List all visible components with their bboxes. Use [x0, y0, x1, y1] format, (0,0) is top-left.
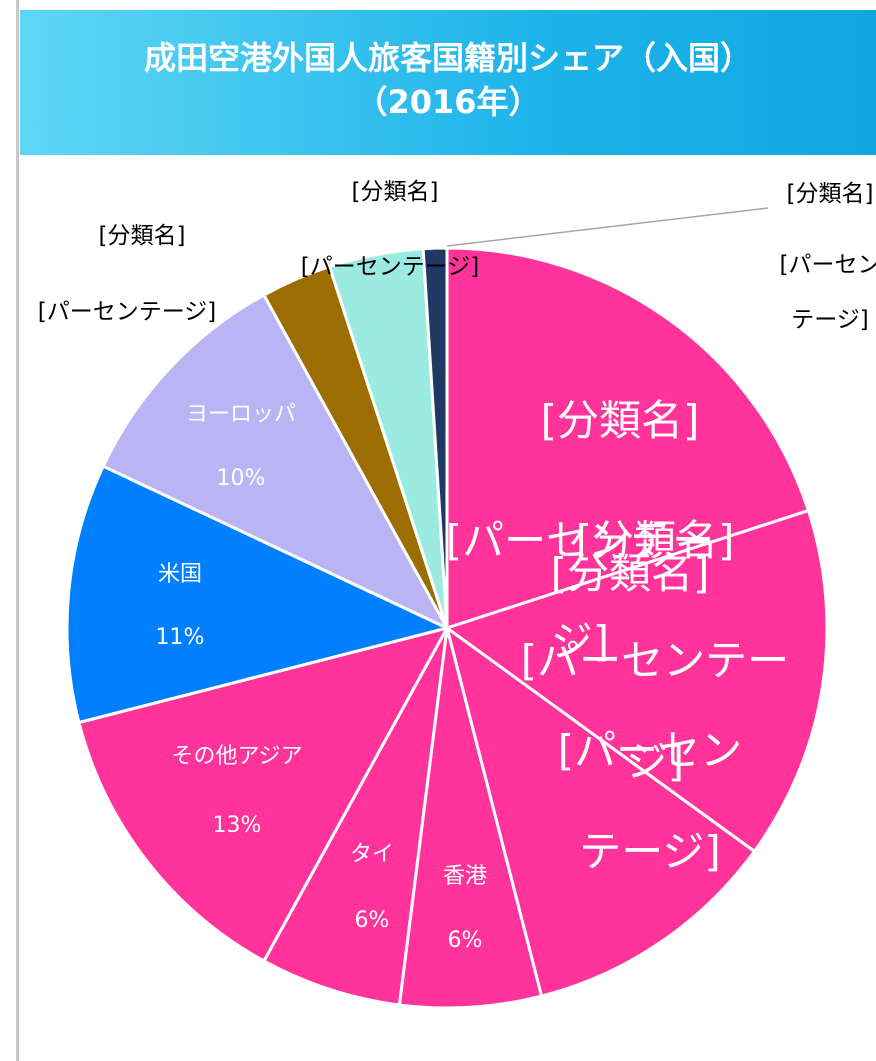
- title-banner: 成田空港外国人旅客国籍別シェア（入国） （2016年）: [20, 10, 876, 155]
- slice-name: [分類名]: [540, 396, 700, 445]
- slice-value-label: 6%: [354, 908, 390, 933]
- pie-slice: [397, 627, 544, 1010]
- chart-title: 成田空港外国人旅客国籍別シェア（入国）: [143, 39, 752, 77]
- slice-name: [分類名]: [575, 516, 735, 565]
- slice-value-label: 10%: [216, 466, 266, 491]
- border: [16, 0, 19, 1061]
- slice-name: 香港: [442, 864, 487, 889]
- slice-value-label: [パーセンテージ]: [557, 726, 743, 876]
- slice-value-label: 11%: [155, 625, 205, 650]
- slice-name: [分類名]: [98, 223, 186, 249]
- pie-slice: [77, 625, 450, 964]
- pie-slice: [261, 627, 449, 1007]
- slice-name: [分類名]: [550, 549, 710, 598]
- slice-name: ヨーロッパ: [185, 402, 296, 427]
- slice-name: [分類名]: [351, 179, 439, 205]
- slice-value-label: 6%: [447, 928, 483, 953]
- slice-value-label: [パーセンテージ]: [445, 516, 715, 666]
- slice-value-label: [パーセンテージ]: [37, 299, 217, 325]
- pie-slice: [444, 624, 757, 998]
- pie-slice: [101, 292, 451, 632]
- pie-slice: [445, 246, 811, 631]
- pie-slice: [421, 246, 449, 629]
- slice-name: [分類名]: [786, 181, 874, 207]
- slice-name: 米国: [157, 562, 202, 587]
- slice-value-label: [パーセンテージ]: [520, 636, 790, 786]
- slice-value-label: [パーセンテージ]: [779, 252, 876, 334]
- chart-title: （2016年）: [355, 83, 541, 121]
- slice-value-label: [パーセンテージ]: [300, 254, 480, 280]
- pie-slice: [443, 508, 829, 854]
- slice-name: タイ: [349, 842, 394, 867]
- slice-name: その他アジア: [171, 744, 303, 769]
- slice-value-label: 13%: [212, 813, 262, 838]
- pie-slice: [65, 464, 452, 725]
- leader-line: [446, 207, 769, 247]
